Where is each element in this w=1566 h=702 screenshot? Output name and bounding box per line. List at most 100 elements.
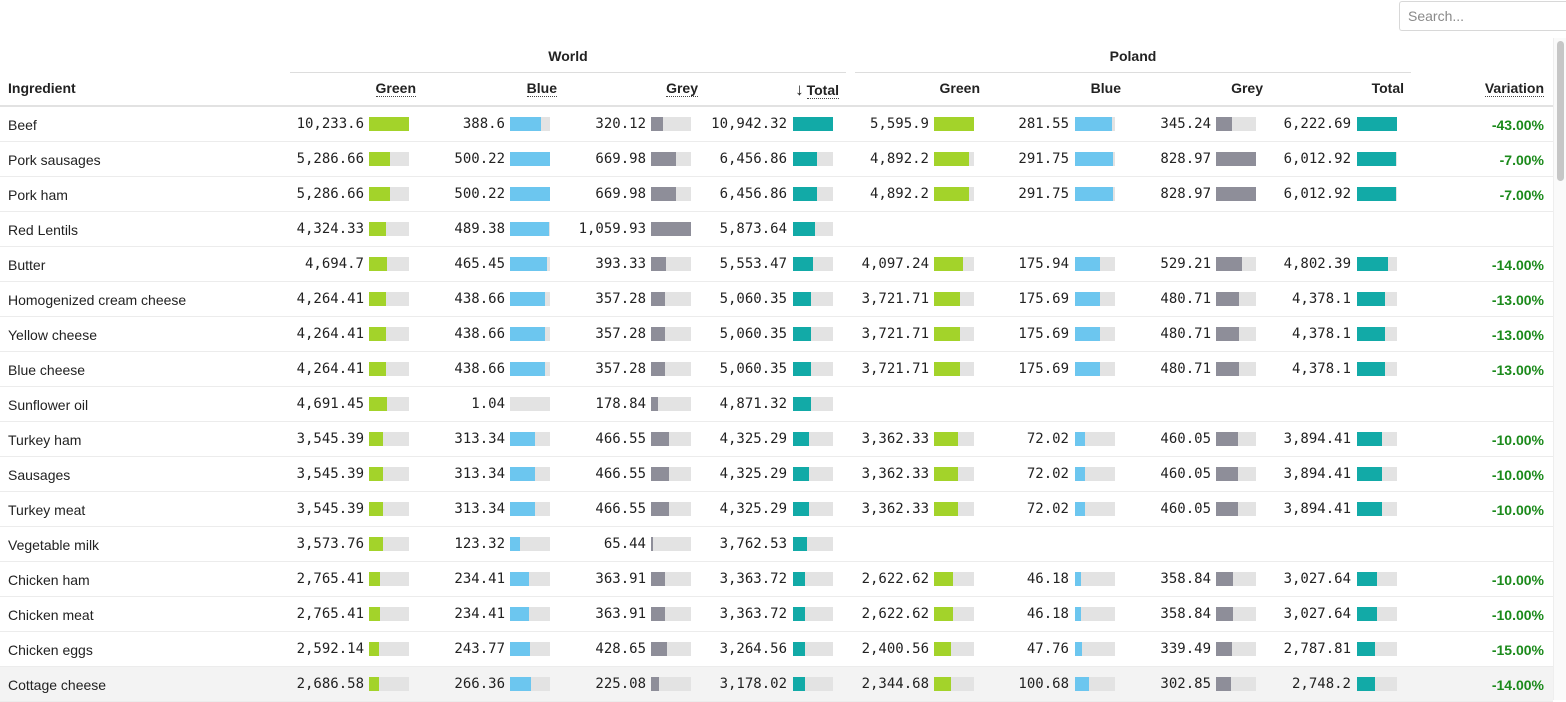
- scrollbar-thumb[interactable]: [1557, 41, 1564, 181]
- poland-grey-value: 302.85: [1160, 676, 1211, 692]
- poland-grey-bar-fill: [1216, 467, 1238, 481]
- poland-blue-bar-fill: [1075, 362, 1100, 376]
- world-green-value: 4,694.7: [304, 256, 364, 272]
- table-row[interactable]: Pork ham 5,286.66 500.22 669.98 6,456.86 4,89…: [0, 177, 1553, 212]
- world-grey-value: 669.98: [595, 186, 646, 202]
- poland-green-bar-fill: [934, 292, 960, 306]
- column-header-world-blue-label[interactable]: Blue: [526, 80, 557, 97]
- table-row[interactable]: Turkey ham 3,545.39 313.34 466.55 4,325.29 3,…: [0, 422, 1553, 457]
- world-grey-value: 1,059.93: [578, 221, 646, 237]
- column-header-poland-total[interactable]: Total: [1371, 80, 1404, 96]
- table-row[interactable]: Turkey meat 3,545.39 313.34 466.55 4,325.29 3…: [0, 492, 1553, 527]
- world-blue-value: 1.04: [471, 396, 505, 412]
- variation-value: -13.00%: [1491, 362, 1544, 378]
- world-blue-bar: [510, 362, 550, 376]
- sort-arrow-down-icon[interactable]: ↓: [795, 80, 804, 99]
- table-row[interactable]: Butter 4,694.7 465.45 393.33 5,553.47 4,097.2…: [0, 247, 1553, 282]
- world-total-bar-fill: [793, 222, 815, 236]
- world-total-value: 6,456.86: [719, 186, 787, 202]
- poland-total-bar-fill: [1357, 502, 1382, 516]
- column-header-ingredient[interactable]: Ingredient: [8, 80, 76, 96]
- ingredient-name: Homogenized cream cheese: [8, 292, 187, 308]
- table-row[interactable]: Cottage cheese 2,686.58 266.36 225.08 3,178.…: [0, 667, 1553, 702]
- column-header-world-green[interactable]: Green: [300, 80, 416, 100]
- table-row[interactable]: Chicken ham 2,765.41 234.41 363.91 3,363.72 2…: [0, 562, 1553, 597]
- table-row[interactable]: Vegetable milk 3,573.76 123.32 65.44 3,762.5…: [0, 527, 1553, 562]
- ingredient-name: Turkey meat: [8, 502, 86, 518]
- table-row[interactable]: Blue cheese 4,264.41 438.66 357.28 5,060.35 3…: [0, 352, 1553, 387]
- world-grey-bar-fill: [651, 117, 663, 131]
- table-row[interactable]: Chicken eggs 2,592.14 243.77 428.65 3,264.56…: [0, 632, 1553, 667]
- poland-blue-value: 291.75: [1018, 186, 1069, 202]
- world-total-value: 5,060.35: [719, 361, 787, 377]
- poland-blue-bar: [1075, 327, 1115, 341]
- column-header-world-green-label[interactable]: Green: [375, 80, 416, 97]
- world-blue-bar-fill: [510, 537, 520, 551]
- poland-green-value: 4,892.2: [869, 151, 929, 167]
- poland-grey-bar-fill: [1216, 292, 1239, 306]
- poland-green-bar: [934, 327, 974, 341]
- world-blue-bar-fill: [510, 642, 530, 656]
- world-green-value: 2,592.14: [296, 641, 364, 657]
- poland-total-value: 2,787.81: [1283, 641, 1351, 657]
- poland-grey-bar: [1216, 642, 1256, 656]
- world-grey-bar-fill: [651, 642, 667, 656]
- poland-blue-bar-fill: [1075, 327, 1100, 341]
- world-green-value: 2,765.41: [296, 571, 364, 587]
- poland-total-bar-fill: [1357, 467, 1382, 481]
- poland-total-bar-fill: [1357, 607, 1377, 621]
- poland-total-bar-fill: [1357, 117, 1397, 131]
- column-header-poland-green[interactable]: Green: [939, 80, 980, 96]
- column-header-poland-blue[interactable]: Blue: [1090, 80, 1121, 96]
- world-blue-bar: [510, 537, 550, 551]
- world-total-bar-fill: [793, 537, 807, 551]
- poland-blue-value: 46.18: [1026, 571, 1069, 587]
- world-grey-value: 178.84: [595, 396, 646, 412]
- world-green-bar: [369, 537, 409, 551]
- table-row[interactable]: Sunflower oil 4,691.45 1.04 178.84 4,871.32: [0, 387, 1553, 422]
- column-header-world-grey[interactable]: Grey: [580, 80, 698, 100]
- world-blue-bar: [510, 292, 550, 306]
- table-row[interactable]: Red Lentils 4,324.33 489.38 1,059.93 5,873.6…: [0, 212, 1553, 247]
- world-green-bar: [369, 572, 409, 586]
- variation-value: -43.00%: [1491, 117, 1544, 133]
- table-row[interactable]: Yellow cheese 4,264.41 438.66 357.28 5,060.3…: [0, 317, 1553, 352]
- column-header-variation-label[interactable]: Variation: [1484, 80, 1544, 97]
- poland-green-bar-fill: [934, 257, 963, 271]
- table-row[interactable]: Beef 10,233.6 388.6 320.12 10,942.32 5,595.9 2…: [0, 107, 1553, 142]
- world-total-bar-fill: [793, 117, 833, 131]
- world-total-bar: [793, 642, 833, 656]
- poland-total-value: 4,378.1: [1291, 291, 1351, 307]
- poland-green-value: 2,344.68: [861, 676, 929, 692]
- world-total-bar-fill: [793, 257, 813, 271]
- poland-blue-bar: [1075, 292, 1115, 306]
- table-row[interactable]: Homogenized cream cheese 4,264.41 438.66 35…: [0, 282, 1553, 317]
- world-total-bar-fill: [793, 187, 817, 201]
- world-grey-value: 466.55: [595, 431, 646, 447]
- world-total-value: 4,325.29: [719, 431, 787, 447]
- poland-blue-value: 175.69: [1018, 361, 1069, 377]
- world-green-bar-fill: [369, 607, 380, 621]
- table-row[interactable]: Pork sausages 5,286.66 500.22 669.98 6,456.8…: [0, 142, 1553, 177]
- table-row[interactable]: Chicken meat 2,765.41 234.41 363.91 3,363.72…: [0, 597, 1553, 632]
- column-header-world-blue[interactable]: Blue: [440, 80, 557, 100]
- column-header-world-grey-label[interactable]: Grey: [666, 80, 698, 97]
- poland-total-bar: [1357, 362, 1397, 376]
- world-blue-bar-fill: [510, 222, 549, 236]
- poland-blue-bar-fill: [1075, 187, 1113, 201]
- vertical-scrollbar[interactable]: [1553, 38, 1566, 700]
- search-input[interactable]: [1399, 1, 1566, 31]
- column-header-world-total-label[interactable]: Total: [806, 82, 839, 99]
- table-row[interactable]: Sausages 3,545.39 313.34 466.55 4,325.29 3,36…: [0, 457, 1553, 492]
- world-blue-value: 266.36: [454, 676, 505, 692]
- poland-green-bar-fill: [934, 607, 953, 621]
- world-total-bar-fill: [793, 327, 811, 341]
- column-header-world-total[interactable]: ↓ Total: [700, 80, 839, 100]
- poland-blue-bar-fill: [1075, 292, 1100, 306]
- variation-value: -14.00%: [1491, 677, 1544, 693]
- poland-green-bar: [934, 642, 974, 656]
- poland-grey-bar-fill: [1216, 152, 1256, 166]
- column-header-poland-grey[interactable]: Grey: [1231, 80, 1263, 96]
- column-header-variation[interactable]: Variation: [1440, 80, 1544, 100]
- variation-value: -10.00%: [1491, 502, 1544, 518]
